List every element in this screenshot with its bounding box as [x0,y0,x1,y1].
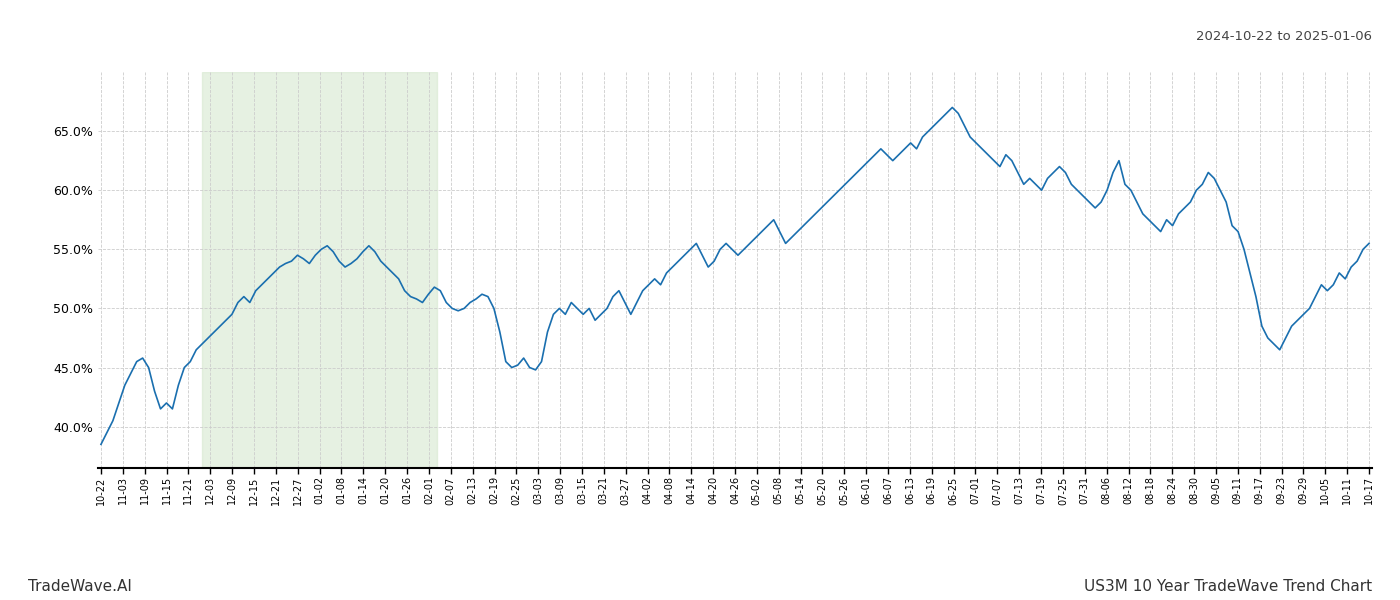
Bar [203,72,437,468]
Text: US3M 10 Year TradeWave Trend Chart: US3M 10 Year TradeWave Trend Chart [1084,579,1372,594]
Text: TradeWave.AI: TradeWave.AI [28,579,132,594]
Text: 2024-10-22 to 2025-01-06: 2024-10-22 to 2025-01-06 [1196,30,1372,43]
